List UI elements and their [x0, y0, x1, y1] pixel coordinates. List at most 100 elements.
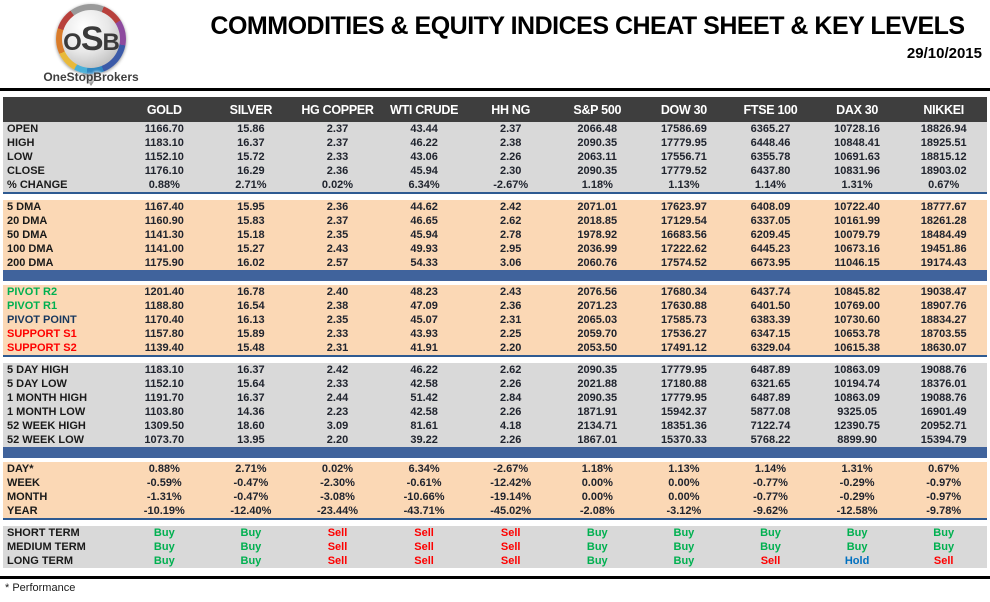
- table-cell: 1309.50: [144, 420, 185, 432]
- table-cell: 6209.45: [750, 229, 791, 241]
- table-cell: 2.78: [499, 229, 522, 241]
- table-cell: -9.78%: [926, 505, 962, 517]
- header-divider: [0, 88, 990, 91]
- row-label: OPEN: [7, 123, 39, 135]
- row-label: PIVOT R2: [7, 286, 58, 298]
- table-cell: Sell: [414, 555, 434, 567]
- table-cell: 2.35: [326, 314, 349, 326]
- table-cell: 15.86: [237, 123, 265, 135]
- table-cell: 2018.85: [577, 215, 618, 227]
- table-cell: -23.44%: [317, 505, 358, 517]
- table-cell: 7122.74: [750, 420, 791, 432]
- table-cell: -2.67%: [493, 179, 529, 191]
- table-cell: 2.26: [499, 151, 522, 163]
- column-header: GOLD: [146, 102, 182, 117]
- row-label: HIGH: [7, 137, 35, 149]
- table-cell: 46.65: [410, 215, 438, 227]
- table-cell: 6408.09: [750, 201, 791, 213]
- row-label: 20 DMA: [7, 215, 48, 227]
- table-cell: -0.61%: [406, 477, 442, 489]
- table-cell: -2.08%: [579, 505, 615, 517]
- row-label: % CHANGE: [7, 179, 68, 191]
- table-cell: 0.00%: [668, 477, 700, 489]
- row-label: 1 MONTH HIGH: [7, 392, 88, 404]
- table-cell: -0.47%: [233, 477, 269, 489]
- table-cell: -9.62%: [753, 505, 788, 517]
- table-cell: 2.37: [326, 137, 349, 149]
- table-cell: 1191.70: [144, 392, 184, 404]
- table-cell: Sell: [500, 541, 521, 553]
- logo-inner-circle: OSB: [62, 10, 120, 68]
- table-cell: 15.95: [237, 201, 265, 213]
- table-cell: 6448.46: [750, 137, 791, 149]
- table-cell: 6487.89: [750, 364, 791, 376]
- table-cell: Sell: [500, 527, 521, 539]
- table-cell: 1176.10: [144, 165, 184, 177]
- table-cell: Sell: [327, 541, 348, 553]
- table-cell: 1183.10: [144, 364, 184, 376]
- table-cell: Buy: [760, 527, 781, 539]
- table-cell: 1103.80: [144, 406, 184, 418]
- logo-pin-icon: OSB OneStopBrokers: [16, 4, 166, 86]
- table-cell: 2.33: [326, 328, 349, 340]
- table-cell: 18834.27: [920, 314, 967, 326]
- table-cell: 16.37: [237, 364, 265, 376]
- table-cell: 16.29: [237, 165, 265, 177]
- table-cell: 9325.05: [837, 406, 877, 418]
- table-cell: -0.59%: [146, 477, 182, 489]
- table-cell: Buy: [240, 527, 262, 539]
- row-label: PIVOT R1: [7, 300, 58, 312]
- table-cell: 19088.76: [920, 392, 967, 404]
- table-cell: 1160.90: [144, 215, 184, 227]
- table-cell: Buy: [760, 541, 781, 553]
- table-cell: Buy: [846, 541, 868, 553]
- table-cell: 15.48: [237, 342, 265, 354]
- table-cell: 17779.95: [660, 392, 707, 404]
- table-cell: 18484.49: [920, 229, 967, 241]
- table-cell: 6401.50: [750, 300, 791, 312]
- report-date: 29/10/2015: [906, 45, 982, 62]
- table-cell: 2.37: [326, 215, 349, 227]
- table-cell: 2090.35: [577, 137, 618, 149]
- row-label: YEAR: [7, 505, 38, 517]
- table-cell: 2.33: [326, 151, 349, 163]
- table-cell: 13.95: [237, 434, 265, 446]
- table-cell: 2065.03: [577, 314, 618, 326]
- table-cell: 2.40: [326, 286, 349, 298]
- table-cell: 1167.40: [144, 201, 184, 213]
- table-cell: -19.14%: [490, 491, 532, 503]
- table-cell: 10194.74: [834, 378, 881, 390]
- row-label: PIVOT POINT: [7, 314, 77, 326]
- table-cell: 2.26: [499, 406, 522, 418]
- table-cell: 1871.91: [577, 406, 618, 418]
- table-cell: 17585.73: [660, 314, 707, 326]
- table-cell: -0.29%: [839, 491, 875, 503]
- table-cell: 44.62: [410, 201, 438, 213]
- table-cell: 2053.50: [577, 342, 618, 354]
- table-cell: 45.94: [410, 229, 438, 241]
- table-cell: Buy: [153, 555, 175, 567]
- table-cell: 10653.78: [834, 328, 881, 340]
- table-cell: 18777.67: [920, 201, 967, 213]
- table-cell: -10.66%: [403, 491, 445, 503]
- table-cell: 18.60: [237, 420, 265, 432]
- table-cell: 18630.07: [920, 342, 967, 354]
- table-cell: 16.78: [237, 286, 265, 298]
- table-cell: 15394.79: [920, 434, 967, 446]
- table-cell: 11046.15: [834, 257, 880, 269]
- table-cell: 10730.60: [834, 314, 881, 326]
- table-cell: 5768.22: [750, 434, 791, 446]
- table-cell: 1.13%: [668, 463, 700, 475]
- table-cell: 2021.88: [577, 378, 618, 390]
- table-cell: Sell: [500, 555, 521, 567]
- table-row: 1 MONTH LOW 1103.80 14.36 2.23 42.58 2.26 1871…: [3, 405, 987, 419]
- column-header-row: GOLD SILVER HG COPPER WTI CRUDE HH NG S&P 500…: [3, 97, 987, 122]
- table-cell: 1175.90: [144, 257, 184, 269]
- table-row: 100 DMA 1141.00 15.27 2.43 49.93 2.95 2036.99 1…: [3, 242, 987, 256]
- table-cell: 0.02%: [321, 463, 354, 475]
- table-row: 5 DMA 1167.40 15.95 2.36 44.62 2.42 2071.01 176…: [3, 200, 987, 214]
- table-cell: 0.88%: [148, 179, 180, 191]
- table-cell: 2.25: [499, 328, 522, 340]
- table-cell: 1.18%: [581, 463, 613, 475]
- section-separator-bar: [3, 447, 987, 458]
